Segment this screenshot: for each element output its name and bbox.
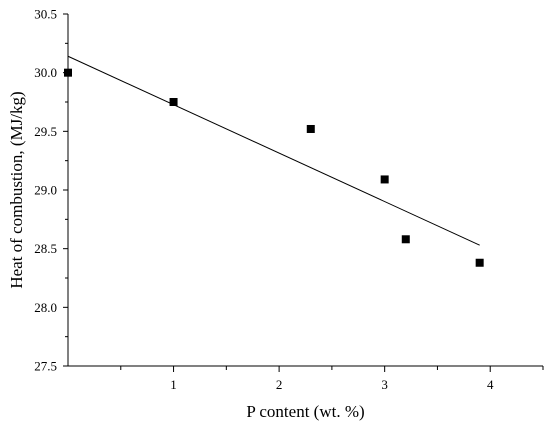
points-layer — [64, 68, 484, 267]
data-point — [380, 175, 389, 184]
data-point — [64, 68, 72, 77]
y-tick-label: 27.5 — [34, 359, 57, 374]
x-axis-title: P content (wt. %) — [246, 402, 364, 421]
trendline-layer — [67, 55, 480, 246]
y-axis-title: Heat of combustion, (MJ/kg) — [7, 91, 26, 288]
y-tick-label: 28.5 — [34, 241, 57, 256]
y-tick-label: 29.0 — [34, 183, 57, 198]
x-tick-label: 3 — [381, 377, 388, 392]
x-tick-label: 2 — [276, 377, 283, 392]
y-tick-label: 28.0 — [34, 300, 57, 315]
y-ticks: 27.5 28.0 28.5 29.0 29.5 30.0 30.5 — [34, 7, 68, 374]
trend-line — [67, 55, 480, 246]
data-point — [306, 124, 315, 133]
data-point — [475, 258, 484, 267]
x-tick-label: 4 — [487, 377, 494, 392]
y-tick-label: 30.0 — [34, 65, 57, 80]
x-ticks: 1 2 3 4 — [120, 366, 544, 392]
y-tick-label: 30.5 — [34, 7, 57, 22]
plot-frame — [67, 14, 543, 367]
y-tick-label: 29.5 — [34, 124, 57, 139]
data-point — [169, 98, 178, 106]
data-point — [401, 235, 410, 244]
x-tick-label: 1 — [170, 377, 177, 392]
